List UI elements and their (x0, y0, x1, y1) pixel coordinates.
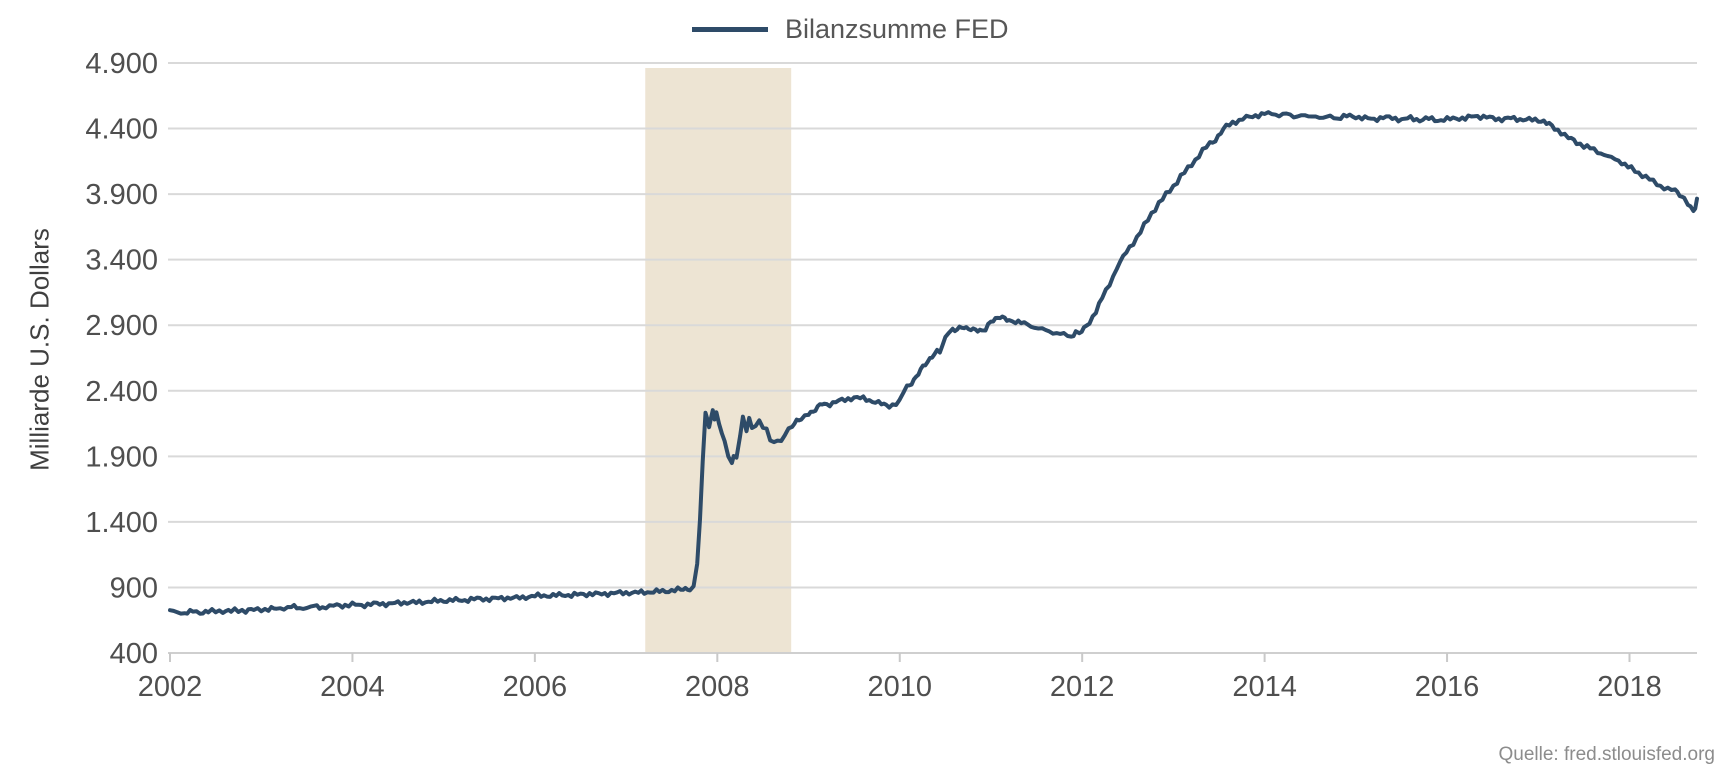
x-tick-label: 2002 (138, 671, 203, 703)
x-tick-label: 2004 (320, 671, 385, 703)
recession-band (645, 68, 792, 653)
y-tick-label: 4.900 (85, 48, 158, 80)
gridlines (168, 62, 1697, 589)
x-tick-label: 2012 (1050, 671, 1115, 703)
y-tick-label: 2.900 (85, 310, 158, 342)
recession-band-rect (645, 68, 792, 653)
y-tick-label: 1.900 (85, 441, 158, 473)
x-tick-label: 2014 (1232, 671, 1297, 703)
x-tick-label: 2006 (503, 671, 568, 703)
legend-label: Bilanzsumme FED (785, 14, 1009, 44)
y-tick-label: 3.400 (85, 245, 158, 277)
legend-line-swatch (692, 27, 768, 32)
y-tick-label: 2.400 (85, 376, 158, 408)
y-tick-label: 4.400 (85, 114, 158, 146)
x-tick-label: 2008 (685, 671, 750, 703)
y-tick-labels: 4.900 4.400 3.900 3.400 2.900 2.400 1.900 1.400… (85, 48, 158, 670)
legend: Bilanzsumme FED (692, 14, 1009, 45)
x-tick-label: 2010 (867, 671, 932, 703)
source-note: Quelle: fred.stlouisfed.org (1498, 744, 1715, 765)
y-tick-label: 900 (110, 572, 158, 604)
y-tick-label: 400 (110, 638, 158, 670)
balance-sheet-line (168, 110, 1699, 616)
y-tick-label: 1.400 (85, 507, 158, 539)
series-line (168, 110, 1699, 616)
axis-tick-marks (169, 653, 1631, 662)
y-tick-label: 3.900 (85, 179, 158, 211)
x-tick-label: 2016 (1415, 671, 1480, 703)
y-axis-title: Milliarde U.S. Dollars (24, 228, 55, 471)
x-tick-label: 2018 (1597, 671, 1662, 703)
x-tick-labels: 2002 2004 2006 2008 2010 2012 2014 2016 2018 (138, 671, 1662, 703)
